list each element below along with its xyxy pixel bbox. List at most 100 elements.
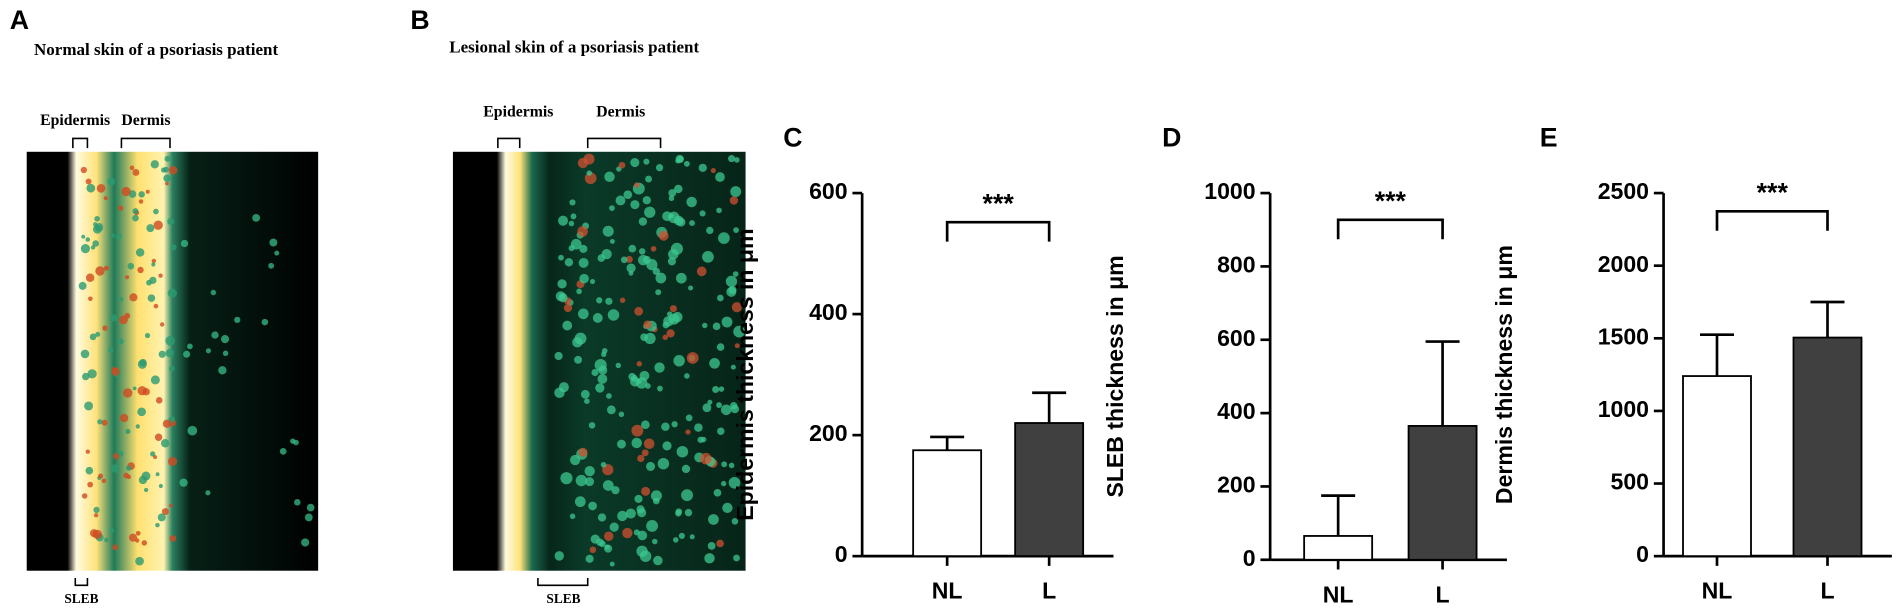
texture-dot bbox=[609, 205, 615, 212]
texture-dot bbox=[169, 289, 174, 294]
texture-dot bbox=[731, 518, 739, 525]
texture-dot bbox=[117, 205, 124, 211]
texture-dot bbox=[87, 369, 97, 379]
texture-dot bbox=[662, 441, 672, 451]
texture-dot bbox=[650, 490, 662, 502]
y-tick-label: 1000 bbox=[1204, 178, 1255, 204]
texture-dot bbox=[88, 296, 93, 302]
texture-dot bbox=[222, 350, 229, 357]
texture-dot bbox=[597, 513, 607, 522]
texture-dot bbox=[234, 316, 241, 323]
y-tick-label: 1500 bbox=[1598, 323, 1649, 349]
texture-dot bbox=[165, 335, 175, 346]
texture-dot bbox=[676, 272, 687, 284]
texture-dot bbox=[721, 461, 728, 468]
texture-dot bbox=[585, 554, 594, 563]
y-tick-label: 600 bbox=[1217, 325, 1255, 351]
texture-dot bbox=[734, 157, 740, 163]
x-tick-label: NL bbox=[1323, 581, 1354, 607]
texture-dot bbox=[141, 540, 148, 546]
texture-dot bbox=[681, 464, 691, 474]
texture-dot bbox=[653, 555, 663, 566]
texture-dot bbox=[167, 288, 177, 298]
texture-dot bbox=[726, 286, 737, 297]
texture-dot bbox=[625, 508, 636, 519]
texture-dot bbox=[110, 464, 120, 473]
texture-dot bbox=[146, 224, 155, 233]
texture-dot bbox=[689, 220, 695, 226]
texture-dot bbox=[686, 352, 699, 364]
texture-dot bbox=[89, 333, 97, 341]
texture-dot bbox=[636, 361, 643, 367]
texture-dot bbox=[689, 534, 695, 540]
texture-dot bbox=[728, 476, 741, 489]
region-label: SLEB bbox=[64, 591, 98, 606]
texture-dot bbox=[688, 285, 694, 291]
texture-dot bbox=[684, 373, 690, 379]
texture-dot bbox=[304, 513, 313, 522]
texture-dot bbox=[584, 398, 590, 405]
texture-dot bbox=[655, 272, 667, 284]
texture-dot bbox=[661, 422, 670, 431]
texture-dot bbox=[562, 320, 573, 331]
texture-dot bbox=[604, 531, 614, 542]
texture-dot bbox=[601, 351, 607, 357]
texture-dot bbox=[103, 196, 108, 201]
texture-dot bbox=[669, 305, 677, 313]
texture-dot bbox=[630, 200, 640, 210]
texture-dot bbox=[269, 238, 278, 247]
texture-dot bbox=[681, 489, 694, 502]
texture-dot bbox=[135, 248, 145, 257]
texture-dot bbox=[713, 489, 722, 497]
texture-dot bbox=[118, 297, 124, 302]
texture-dot bbox=[696, 266, 707, 277]
texture-dot bbox=[733, 227, 739, 234]
texture-dot bbox=[622, 527, 633, 539]
texture-dot bbox=[85, 273, 95, 282]
texture-dot bbox=[84, 401, 94, 411]
texture-dot bbox=[158, 483, 163, 489]
texture-dot bbox=[293, 439, 299, 446]
texture-dot bbox=[712, 386, 720, 394]
texture-dot bbox=[121, 186, 131, 197]
texture-dot bbox=[301, 538, 310, 547]
texture-dot bbox=[151, 262, 156, 267]
texture-dot bbox=[600, 461, 607, 468]
texture-dot bbox=[732, 271, 739, 277]
texture-dot bbox=[730, 404, 740, 414]
texture-dot bbox=[568, 220, 575, 227]
texture-dot bbox=[584, 465, 595, 477]
panel-letter: C bbox=[783, 123, 802, 153]
texture-dot bbox=[710, 167, 716, 174]
texture-dot bbox=[98, 473, 104, 479]
texture-dot bbox=[144, 332, 151, 339]
texture-dot bbox=[730, 364, 736, 370]
region-label: Dermis bbox=[596, 104, 645, 121]
texture-dot bbox=[728, 462, 735, 469]
texture-dot bbox=[160, 439, 170, 448]
texture-dot bbox=[618, 161, 626, 169]
texture-dot bbox=[168, 165, 178, 175]
texture-dot bbox=[135, 424, 140, 429]
texture-dot bbox=[557, 279, 567, 289]
texture-dot bbox=[645, 175, 652, 183]
texture-dot bbox=[568, 245, 575, 252]
texture-dot bbox=[108, 347, 114, 353]
texture-dot bbox=[619, 297, 626, 303]
region-label: Epidermis bbox=[483, 104, 553, 121]
texture-dot bbox=[569, 199, 576, 206]
texture-dot bbox=[210, 289, 217, 296]
y-axis-label: SLEB thickness in μm bbox=[1102, 255, 1128, 497]
texture-dot bbox=[143, 487, 149, 493]
texture-dot bbox=[92, 240, 100, 247]
texture-dot bbox=[570, 213, 577, 220]
texture-dot bbox=[592, 313, 603, 323]
texture-dot bbox=[572, 337, 583, 348]
texture-dot bbox=[103, 265, 110, 271]
texture-dot bbox=[558, 215, 569, 226]
texture-dot bbox=[625, 255, 633, 263]
bar bbox=[1682, 375, 1752, 558]
texture-dot bbox=[169, 503, 173, 508]
texture-dot bbox=[554, 551, 564, 561]
texture-dot bbox=[715, 172, 725, 182]
